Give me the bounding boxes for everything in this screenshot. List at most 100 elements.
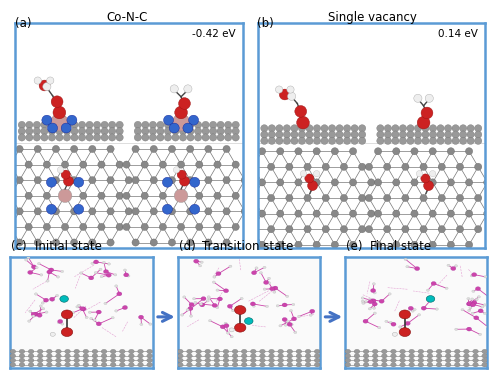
Circle shape [106, 273, 112, 277]
Circle shape [331, 210, 338, 217]
Circle shape [80, 272, 82, 274]
Circle shape [7, 192, 14, 200]
Circle shape [437, 124, 444, 132]
Circle shape [390, 349, 396, 354]
Circle shape [180, 121, 186, 129]
Circle shape [372, 349, 378, 354]
Circle shape [116, 192, 124, 200]
Circle shape [304, 194, 311, 202]
Circle shape [470, 274, 474, 277]
Circle shape [280, 89, 290, 100]
Circle shape [388, 293, 391, 295]
Circle shape [128, 363, 134, 367]
Circle shape [260, 131, 268, 138]
Circle shape [48, 123, 58, 133]
Circle shape [304, 226, 311, 233]
Circle shape [314, 354, 320, 358]
Circle shape [421, 107, 433, 119]
Circle shape [174, 167, 180, 173]
Circle shape [429, 241, 436, 248]
Circle shape [50, 297, 54, 301]
Circle shape [101, 358, 107, 363]
Text: (c): (c) [11, 240, 26, 253]
Circle shape [128, 358, 134, 363]
Circle shape [282, 318, 287, 321]
Circle shape [400, 358, 406, 363]
Circle shape [64, 134, 70, 141]
Circle shape [178, 161, 184, 168]
Circle shape [278, 349, 283, 354]
Circle shape [431, 282, 436, 285]
Circle shape [305, 354, 311, 358]
Circle shape [71, 121, 78, 129]
Circle shape [86, 134, 93, 141]
Circle shape [313, 179, 320, 186]
Circle shape [372, 354, 378, 358]
Circle shape [224, 324, 229, 328]
Circle shape [224, 128, 232, 135]
Circle shape [384, 226, 391, 233]
Circle shape [400, 354, 406, 358]
Circle shape [141, 192, 148, 200]
Circle shape [276, 210, 284, 217]
Circle shape [107, 146, 114, 153]
Circle shape [314, 358, 320, 363]
Circle shape [336, 131, 343, 138]
Circle shape [445, 287, 448, 290]
Circle shape [62, 224, 68, 231]
Circle shape [382, 349, 387, 354]
Circle shape [321, 131, 328, 138]
Circle shape [474, 131, 482, 138]
Circle shape [376, 124, 384, 132]
Circle shape [363, 358, 369, 363]
Circle shape [164, 128, 172, 135]
Circle shape [108, 128, 116, 135]
Circle shape [58, 189, 72, 202]
Circle shape [296, 363, 302, 367]
Circle shape [384, 194, 391, 202]
Circle shape [104, 270, 108, 274]
Circle shape [464, 354, 469, 358]
Circle shape [414, 131, 422, 138]
Circle shape [250, 163, 256, 170]
Circle shape [429, 148, 436, 155]
Circle shape [150, 134, 156, 141]
Circle shape [207, 296, 210, 298]
Circle shape [48, 268, 54, 272]
Circle shape [447, 148, 454, 155]
Circle shape [101, 354, 107, 358]
Circle shape [276, 179, 284, 186]
Circle shape [372, 363, 378, 367]
Circle shape [331, 179, 338, 186]
Circle shape [228, 304, 232, 308]
Circle shape [250, 194, 256, 202]
Circle shape [194, 259, 198, 263]
Circle shape [478, 296, 480, 298]
Circle shape [472, 363, 478, 367]
Circle shape [116, 134, 124, 141]
Circle shape [242, 349, 247, 354]
Circle shape [260, 124, 268, 132]
Circle shape [466, 302, 471, 306]
Circle shape [344, 137, 350, 144]
Circle shape [217, 128, 224, 135]
Circle shape [420, 226, 427, 233]
Circle shape [56, 128, 63, 135]
Circle shape [456, 163, 464, 170]
Circle shape [392, 148, 400, 155]
Circle shape [404, 258, 407, 261]
Circle shape [223, 354, 229, 358]
Circle shape [43, 82, 51, 91]
Circle shape [384, 137, 392, 144]
Circle shape [196, 358, 202, 363]
Circle shape [472, 358, 478, 363]
Circle shape [392, 137, 399, 144]
Circle shape [284, 131, 290, 138]
Text: (d): (d) [178, 240, 195, 253]
Circle shape [286, 163, 293, 170]
Circle shape [196, 354, 202, 358]
Circle shape [223, 208, 230, 215]
Circle shape [38, 354, 43, 358]
Circle shape [354, 363, 360, 367]
Circle shape [474, 194, 482, 202]
